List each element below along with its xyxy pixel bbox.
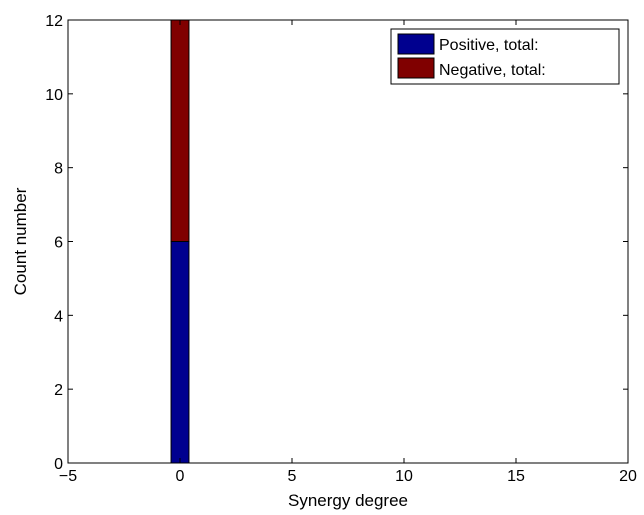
y-axis-label: Count number [11,187,30,295]
legend: Positive, total: Negative, total: [390,28,620,85]
y-tick-label-5: 10 [45,87,63,104]
bar-negative-0 [170,19,190,242]
bar-positive-0 [170,241,190,464]
y-tick-label-0: 0 [54,456,63,473]
x-tick-label-3: 10 [395,468,413,485]
legend-swatch-positive [397,33,435,55]
x-tick-label-5: 20 [619,468,637,485]
y-tick-label-3: 6 [54,235,63,252]
x-tick-label-0: −5 [59,468,77,485]
legend-label-positive: Positive, total: [439,37,539,54]
y-tick-label-1: 2 [54,382,63,399]
y-tick-label-2: 4 [54,308,63,325]
legend-label-negative: Negative, total: [439,62,546,79]
plot-area [68,20,628,463]
x-axis-label: Synergy degree [288,491,408,510]
y-tick-label-6: 12 [45,13,63,30]
bars-group [170,19,190,464]
x-tick-label-1: 0 [176,468,185,485]
x-tick-label-2: 5 [288,468,297,485]
ticks-group [67,19,629,464]
y-tick-label-4: 8 [54,161,63,178]
legend-swatch-negative [397,57,435,79]
x-tick-label-4: 15 [507,468,525,485]
